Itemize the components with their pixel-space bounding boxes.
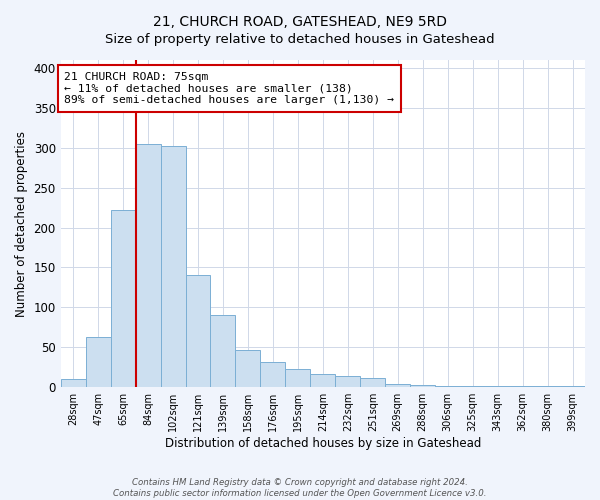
Text: 21, CHURCH ROAD, GATESHEAD, NE9 5RD: 21, CHURCH ROAD, GATESHEAD, NE9 5RD: [153, 15, 447, 29]
Y-axis label: Number of detached properties: Number of detached properties: [15, 130, 28, 316]
Bar: [110, 210, 136, 387]
Bar: [286, 369, 310, 387]
X-axis label: Distribution of detached houses by size in Gateshead: Distribution of detached houses by size …: [164, 437, 481, 450]
Text: 21 CHURCH ROAD: 75sqm
← 11% of detached houses are smaller (138)
89% of semi-det: 21 CHURCH ROAD: 75sqm ← 11% of detached …: [64, 72, 394, 105]
Bar: [211, 316, 235, 387]
Bar: [161, 146, 185, 387]
Bar: [485, 386, 510, 387]
Bar: [235, 350, 260, 387]
Bar: [335, 376, 360, 387]
Bar: [136, 144, 161, 387]
Bar: [61, 379, 86, 387]
Text: Contains HM Land Registry data © Crown copyright and database right 2024.
Contai: Contains HM Land Registry data © Crown c…: [113, 478, 487, 498]
Bar: [460, 386, 485, 387]
Bar: [260, 362, 286, 387]
Text: Size of property relative to detached houses in Gateshead: Size of property relative to detached ho…: [105, 32, 495, 46]
Bar: [385, 384, 410, 387]
Bar: [410, 385, 435, 387]
Bar: [535, 386, 560, 387]
Bar: [560, 386, 585, 387]
Bar: [510, 386, 535, 387]
Bar: [86, 337, 110, 387]
Bar: [185, 276, 211, 387]
Bar: [310, 374, 335, 387]
Bar: [435, 386, 460, 387]
Bar: [360, 378, 385, 387]
